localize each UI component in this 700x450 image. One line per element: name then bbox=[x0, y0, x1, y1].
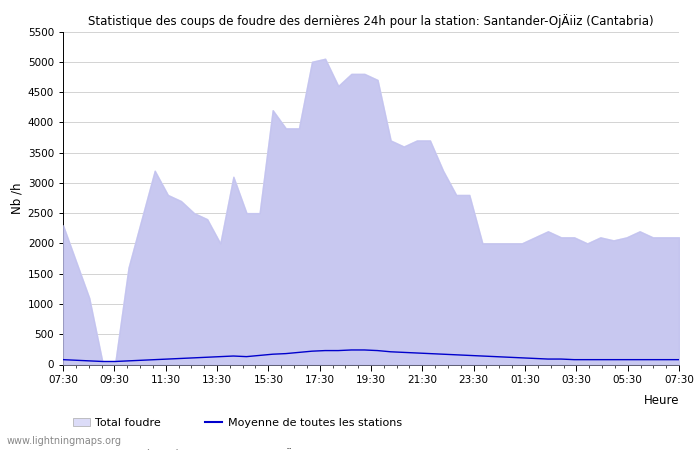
Legend: Foudre détectée par Santander-OjÄiz (Cantabria): Foudre détectée par Santander-OjÄiz (Can… bbox=[69, 443, 373, 450]
Text: Heure: Heure bbox=[643, 395, 679, 407]
Y-axis label: Nb /h: Nb /h bbox=[10, 182, 24, 214]
Title: Statistique des coups de foudre des dernières 24h pour la station: Santander-OjÄ: Statistique des coups de foudre des dern… bbox=[88, 14, 654, 27]
Text: www.lightningmaps.org: www.lightningmaps.org bbox=[7, 436, 122, 446]
